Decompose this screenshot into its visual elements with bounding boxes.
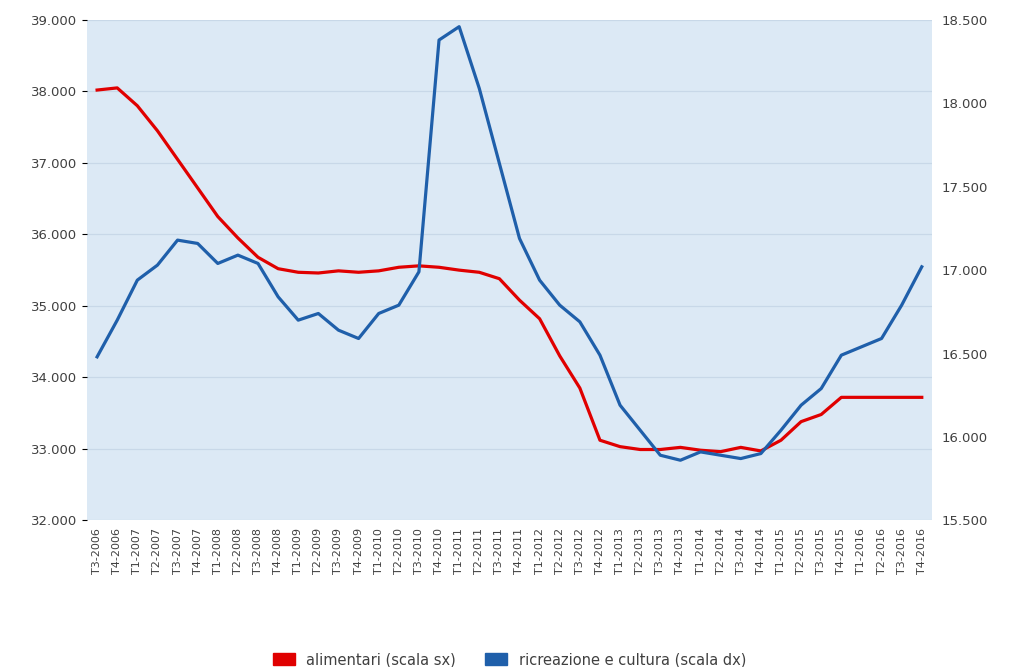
alimentari (scala sx) bbox=[91, 86, 103, 94]
ricreazione e cultura (scala dx) bbox=[252, 259, 264, 267]
ricreazione e cultura (scala dx) bbox=[734, 455, 746, 463]
Line: ricreazione e cultura (scala dx): ricreazione e cultura (scala dx) bbox=[97, 27, 922, 460]
alimentari (scala sx) bbox=[111, 84, 123, 92]
alimentari (scala sx) bbox=[915, 394, 928, 402]
ricreazione e cultura (scala dx) bbox=[131, 276, 143, 284]
alimentari (scala sx) bbox=[152, 127, 164, 135]
ricreazione e cultura (scala dx) bbox=[513, 234, 525, 242]
alimentari (scala sx) bbox=[614, 443, 627, 451]
ricreazione e cultura (scala dx) bbox=[453, 23, 465, 31]
ricreazione e cultura (scala dx) bbox=[111, 316, 123, 324]
ricreazione e cultura (scala dx) bbox=[614, 401, 627, 409]
alimentari (scala sx) bbox=[212, 213, 224, 221]
alimentari (scala sx) bbox=[333, 267, 345, 275]
alimentari (scala sx) bbox=[594, 436, 606, 444]
alimentari (scala sx) bbox=[674, 444, 686, 452]
alimentari (scala sx) bbox=[855, 394, 867, 402]
alimentari (scala sx) bbox=[352, 268, 365, 276]
alimentari (scala sx) bbox=[554, 352, 566, 360]
alimentari (scala sx) bbox=[815, 410, 827, 418]
ricreazione e cultura (scala dx) bbox=[392, 301, 404, 309]
alimentari (scala sx) bbox=[413, 262, 425, 270]
ricreazione e cultura (scala dx) bbox=[352, 335, 365, 343]
alimentari (scala sx) bbox=[634, 446, 646, 454]
ricreazione e cultura (scala dx) bbox=[272, 293, 285, 301]
alimentari (scala sx) bbox=[231, 234, 244, 242]
alimentari (scala sx) bbox=[513, 296, 525, 304]
Legend: alimentari (scala sx), ricreazione e cultura (scala dx): alimentari (scala sx), ricreazione e cul… bbox=[267, 646, 752, 667]
alimentari (scala sx) bbox=[453, 266, 465, 274]
alimentari (scala sx) bbox=[795, 418, 807, 426]
alimentari (scala sx) bbox=[392, 263, 404, 271]
alimentari (scala sx) bbox=[272, 265, 285, 273]
alimentari (scala sx) bbox=[573, 384, 586, 392]
ricreazione e cultura (scala dx) bbox=[915, 263, 928, 271]
Line: alimentari (scala sx): alimentari (scala sx) bbox=[97, 88, 922, 452]
alimentari (scala sx) bbox=[694, 446, 707, 454]
alimentari (scala sx) bbox=[896, 394, 908, 402]
ricreazione e cultura (scala dx) bbox=[312, 309, 325, 317]
ricreazione e cultura (scala dx) bbox=[694, 448, 707, 456]
ricreazione e cultura (scala dx) bbox=[876, 335, 888, 343]
alimentari (scala sx) bbox=[534, 315, 546, 323]
ricreazione e cultura (scala dx) bbox=[231, 251, 244, 259]
alimentari (scala sx) bbox=[292, 268, 304, 276]
alimentari (scala sx) bbox=[755, 447, 767, 455]
ricreazione e cultura (scala dx) bbox=[191, 239, 204, 247]
ricreazione e cultura (scala dx) bbox=[433, 36, 445, 44]
ricreazione e cultura (scala dx) bbox=[654, 451, 667, 459]
alimentari (scala sx) bbox=[473, 268, 485, 276]
ricreazione e cultura (scala dx) bbox=[855, 343, 867, 351]
ricreazione e cultura (scala dx) bbox=[494, 159, 506, 167]
ricreazione e cultura (scala dx) bbox=[152, 261, 164, 269]
ricreazione e cultura (scala dx) bbox=[634, 426, 646, 434]
alimentari (scala sx) bbox=[715, 448, 727, 456]
ricreazione e cultura (scala dx) bbox=[373, 309, 385, 317]
ricreazione e cultura (scala dx) bbox=[674, 456, 686, 464]
alimentari (scala sx) bbox=[131, 102, 143, 110]
alimentari (scala sx) bbox=[494, 275, 506, 283]
ricreazione e cultura (scala dx) bbox=[573, 317, 586, 325]
alimentari (scala sx) bbox=[836, 394, 848, 402]
ricreazione e cultura (scala dx) bbox=[292, 316, 304, 324]
ricreazione e cultura (scala dx) bbox=[775, 426, 787, 434]
ricreazione e cultura (scala dx) bbox=[171, 236, 183, 244]
ricreazione e cultura (scala dx) bbox=[594, 352, 606, 360]
ricreazione e cultura (scala dx) bbox=[715, 451, 727, 459]
alimentari (scala sx) bbox=[433, 263, 445, 271]
alimentari (scala sx) bbox=[252, 253, 264, 261]
alimentari (scala sx) bbox=[373, 267, 385, 275]
ricreazione e cultura (scala dx) bbox=[836, 352, 848, 360]
ricreazione e cultura (scala dx) bbox=[896, 301, 908, 309]
ricreazione e cultura (scala dx) bbox=[91, 353, 103, 361]
ricreazione e cultura (scala dx) bbox=[815, 385, 827, 393]
alimentari (scala sx) bbox=[171, 155, 183, 163]
ricreazione e cultura (scala dx) bbox=[473, 85, 485, 93]
alimentari (scala sx) bbox=[775, 436, 787, 444]
ricreazione e cultura (scala dx) bbox=[795, 401, 807, 409]
ricreazione e cultura (scala dx) bbox=[755, 450, 767, 458]
alimentari (scala sx) bbox=[191, 184, 204, 192]
ricreazione e cultura (scala dx) bbox=[413, 268, 425, 276]
alimentari (scala sx) bbox=[734, 444, 746, 452]
ricreazione e cultura (scala dx) bbox=[212, 259, 224, 267]
alimentari (scala sx) bbox=[654, 446, 667, 454]
ricreazione e cultura (scala dx) bbox=[534, 276, 546, 284]
alimentari (scala sx) bbox=[876, 394, 888, 402]
ricreazione e cultura (scala dx) bbox=[554, 301, 566, 309]
ricreazione e cultura (scala dx) bbox=[333, 326, 345, 334]
alimentari (scala sx) bbox=[312, 269, 325, 277]
